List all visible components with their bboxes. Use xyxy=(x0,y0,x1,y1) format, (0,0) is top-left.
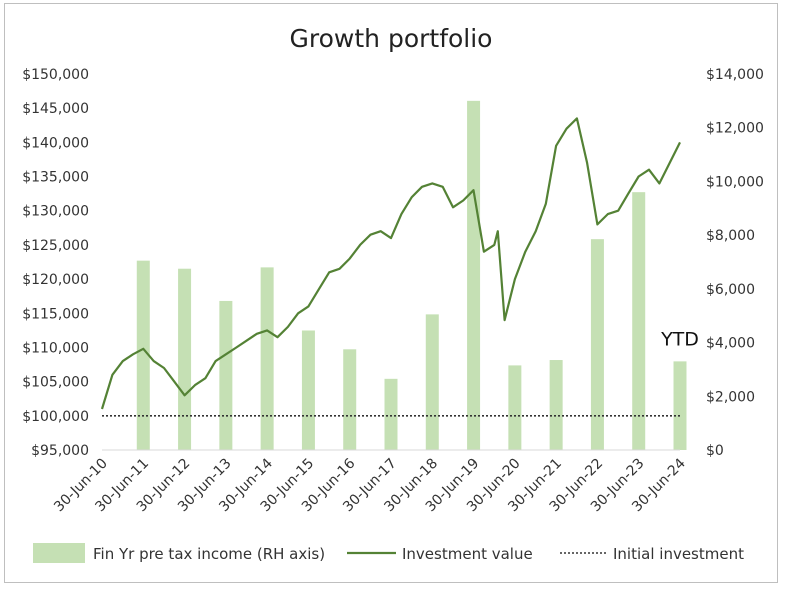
income-bar xyxy=(260,267,274,450)
left-tick-label: $150,000 xyxy=(22,67,89,83)
x-axis: 30-Jun-1030-Jun-1130-Jun-1230-Jun-1330-J… xyxy=(51,449,689,515)
left-tick-label: $100,000 xyxy=(22,409,89,425)
left-tick-label: $95,000 xyxy=(31,443,89,459)
line-layer xyxy=(100,117,681,410)
right-tick-label: $8,000 xyxy=(706,228,755,244)
legend-bar-swatch xyxy=(33,543,85,563)
income-bar xyxy=(590,239,604,450)
right-tick-label: $0 xyxy=(706,443,724,459)
chart-frame: Growth portfolio $95,000 $100,000 $105,000… xyxy=(4,3,778,583)
ytd-annotation: YTD xyxy=(660,328,699,350)
chart-title: Growth portfolio xyxy=(290,24,493,53)
income-bar xyxy=(673,361,687,450)
left-tick-label: $145,000 xyxy=(22,101,89,117)
income-bar xyxy=(136,260,150,450)
legend: Fin Yr pre tax income (RH axis) Investme… xyxy=(33,543,744,563)
income-bar xyxy=(425,314,439,450)
legend-bar-label: Fin Yr pre tax income (RH axis) xyxy=(93,545,325,563)
legend-line-label: Investment value xyxy=(402,545,533,563)
left-axis: $95,000 $100,000 $105,000 $110,000 $115,000 $… xyxy=(22,67,89,459)
left-tick-label: $110,000 xyxy=(22,340,89,356)
left-tick-label: $130,000 xyxy=(22,204,89,220)
left-tick-label: $135,000 xyxy=(22,170,89,186)
income-bar xyxy=(508,365,522,450)
bars-layer xyxy=(136,100,687,450)
investment-value-line xyxy=(100,117,681,410)
left-tick-label: $105,000 xyxy=(22,375,89,391)
right-axis: $0 $2,000 $4,000 $6,000 $8,000 $10,000 $12,000… xyxy=(706,67,764,459)
income-bar xyxy=(219,300,233,450)
left-tick-label: $120,000 xyxy=(22,272,89,288)
income-bar xyxy=(343,349,357,450)
income-bar xyxy=(301,330,315,450)
left-tick-label: $140,000 xyxy=(22,135,89,151)
left-tick-label: $125,000 xyxy=(22,238,89,254)
right-tick-label: $4,000 xyxy=(706,336,755,352)
income-bar xyxy=(632,192,646,450)
right-tick-label: $12,000 xyxy=(706,121,764,137)
right-tick-label: $2,000 xyxy=(706,389,755,405)
right-tick-label: $14,000 xyxy=(706,67,764,83)
income-bar xyxy=(467,100,481,450)
annotation-layer: YTD xyxy=(660,328,699,350)
income-bar xyxy=(384,378,398,450)
legend-ref-label: Initial investment xyxy=(613,545,744,563)
growth-portfolio-chart: Growth portfolio $95,000 $100,000 $105,000… xyxy=(22,24,764,563)
income-bar xyxy=(549,360,563,450)
right-tick-label: $6,000 xyxy=(706,282,755,298)
left-tick-label: $115,000 xyxy=(22,306,89,322)
right-tick-label: $10,000 xyxy=(706,174,764,190)
income-bar xyxy=(178,268,192,450)
